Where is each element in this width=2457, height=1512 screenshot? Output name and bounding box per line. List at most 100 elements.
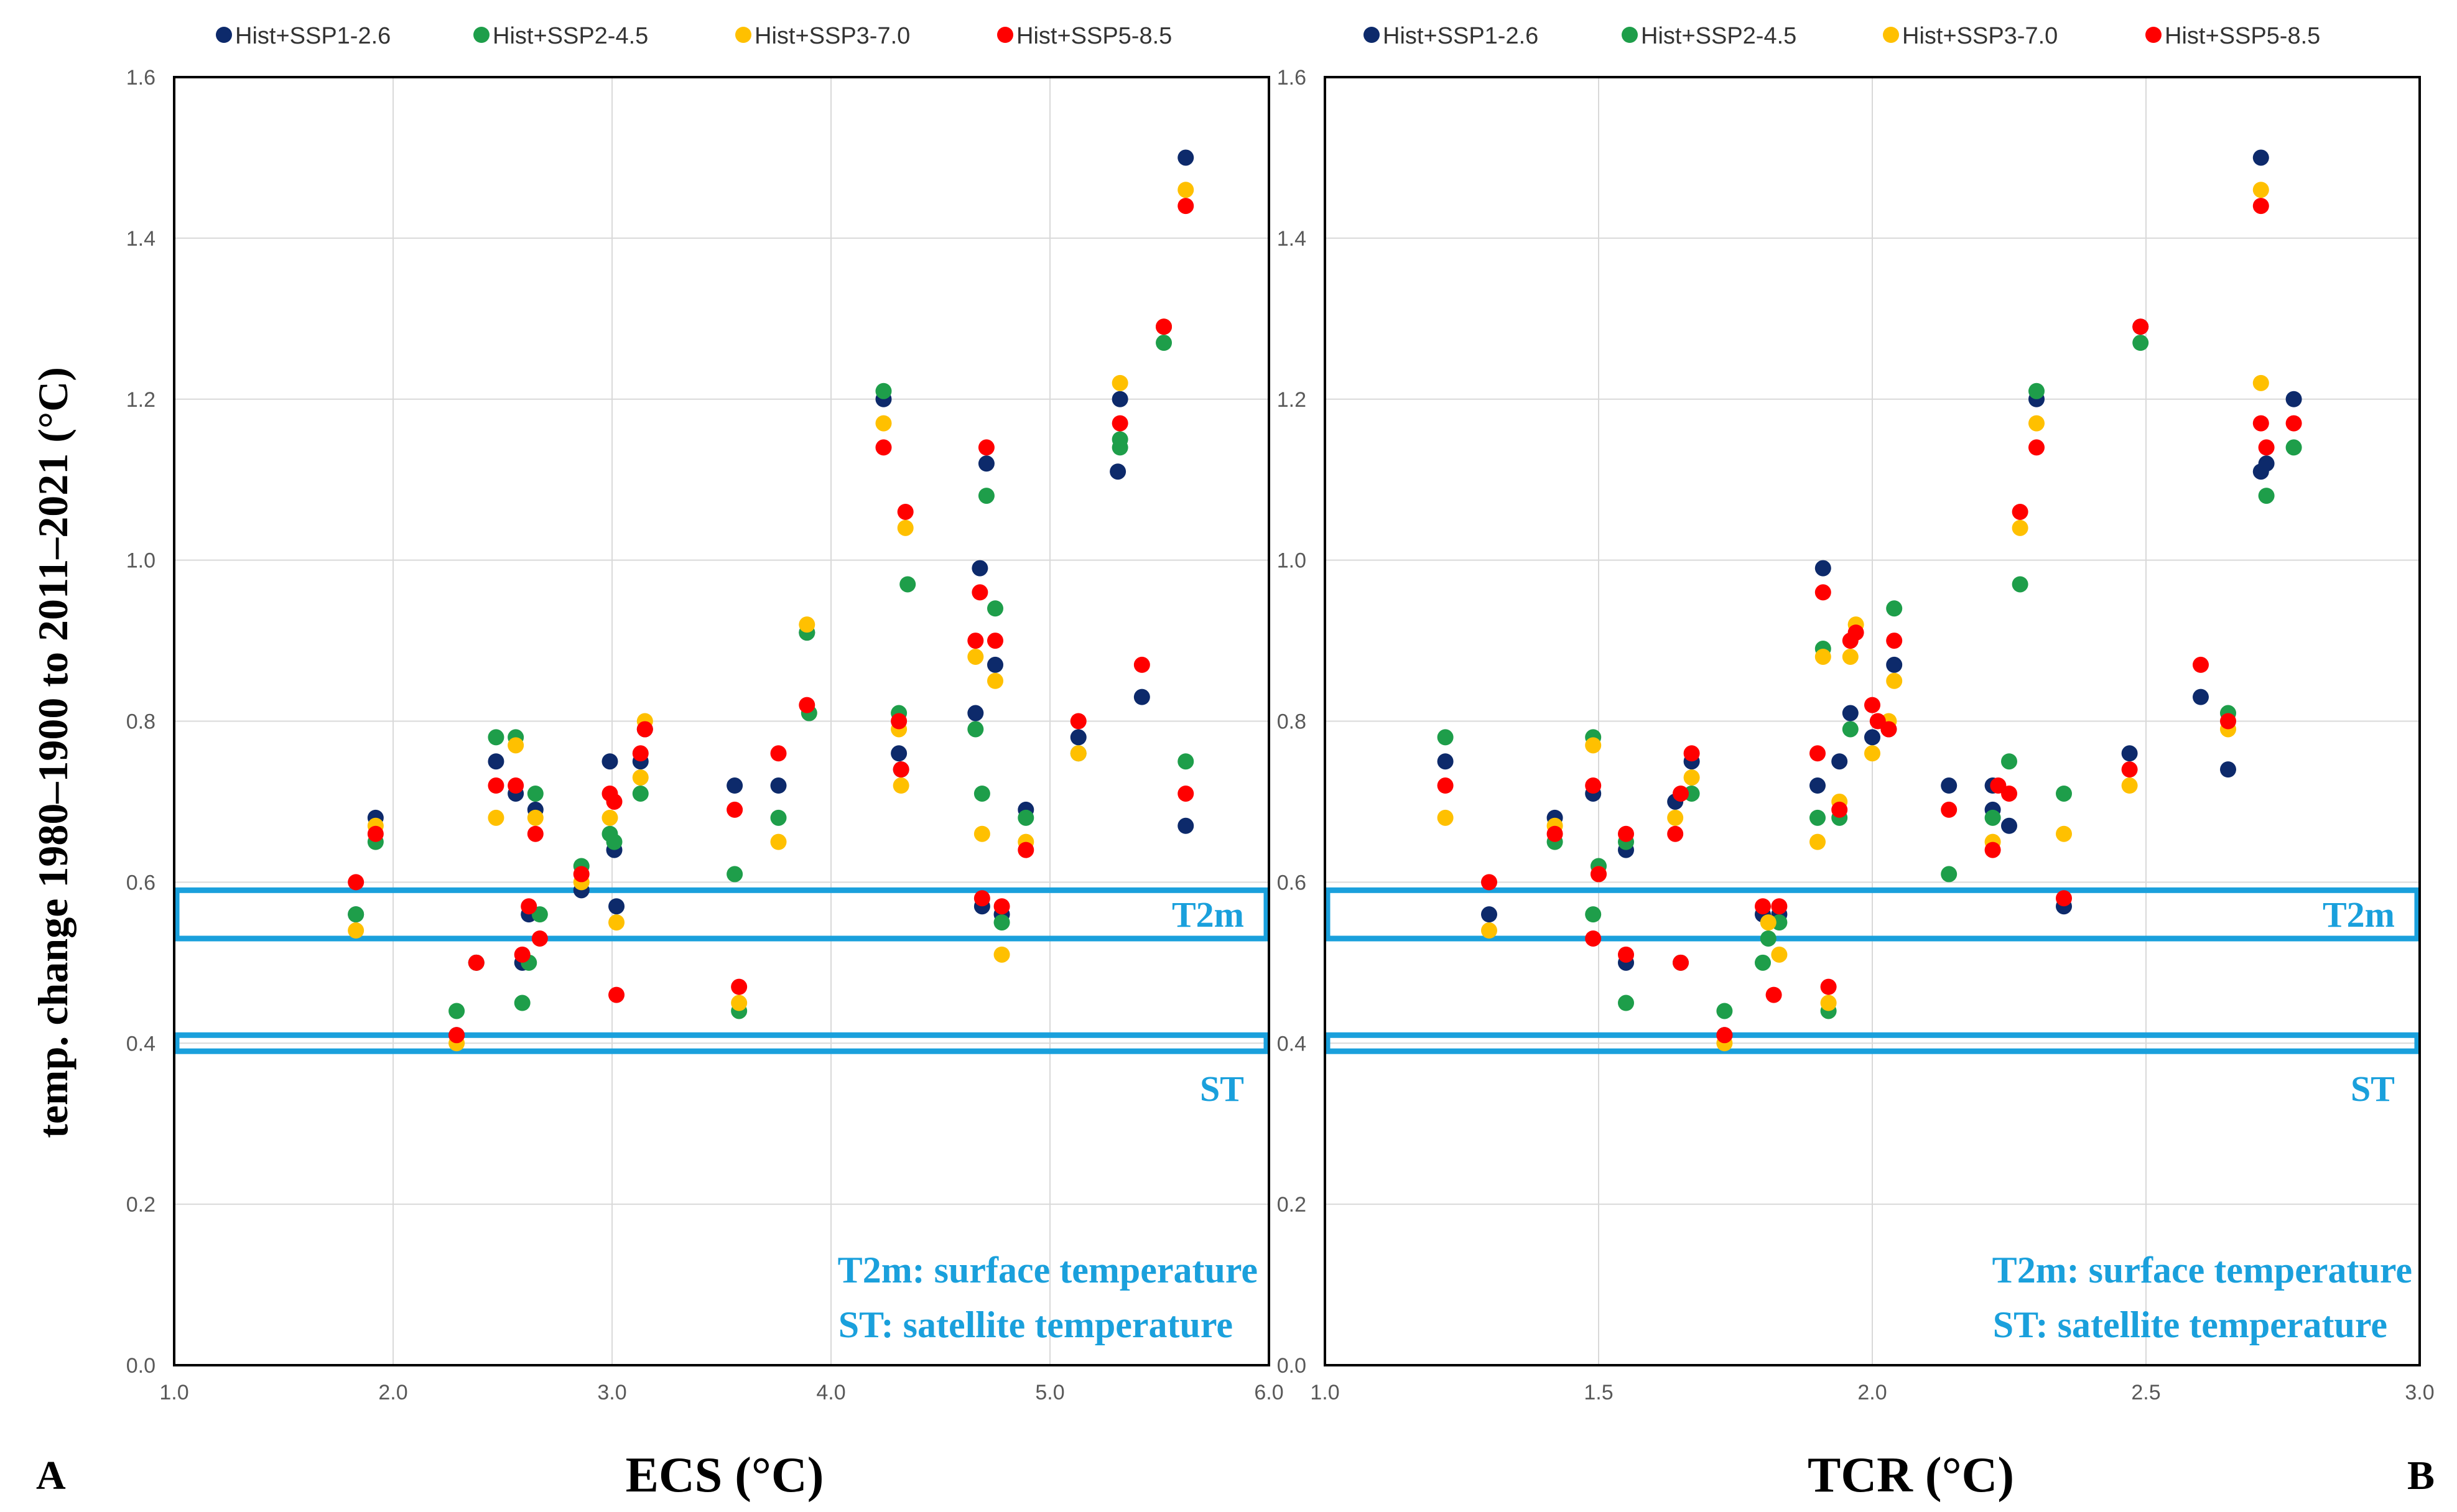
point-ssp585-b bbox=[2252, 415, 2269, 432]
point-ssp585-a bbox=[468, 954, 485, 971]
point-ssp370-a bbox=[893, 777, 909, 794]
point-ssp370-a bbox=[967, 648, 984, 665]
band-layer bbox=[174, 887, 2420, 1054]
point-ssp245-a bbox=[1112, 431, 1128, 448]
y-axis-label: temp. change 1980–1900 to 2011–2021 (°C) bbox=[29, 367, 77, 1138]
point-ssp126-b bbox=[2220, 761, 2236, 778]
point-ssp370-b bbox=[2056, 825, 2072, 842]
point-ssp126-b bbox=[1864, 729, 1880, 746]
point-ssp370-a bbox=[527, 809, 544, 826]
legend-label-ssp126-b: Hist+SSP1-2.6 bbox=[1383, 23, 1538, 49]
point-ssp585-a bbox=[521, 898, 537, 915]
band-label-st-b: ST bbox=[2351, 1069, 2395, 1109]
point-ssp245-a bbox=[899, 576, 916, 593]
panel-letter-b: B bbox=[2407, 1453, 2435, 1498]
point-ssp126-a bbox=[601, 753, 618, 770]
y-tick-label-a: 0.4 bbox=[126, 1032, 156, 1055]
point-ssp126-a bbox=[978, 455, 995, 472]
point-ssp245-a bbox=[1177, 753, 1194, 770]
point-ssp585-b bbox=[2056, 890, 2072, 907]
point-ssp585-b bbox=[1814, 584, 1831, 601]
point-ssp126-b bbox=[2193, 689, 2209, 705]
point-ssp370-a bbox=[770, 833, 787, 850]
band-label-t2m-b: T2m bbox=[2323, 894, 2395, 935]
legend-marker-ssp370-b bbox=[1883, 27, 1899, 43]
point-ssp585-a bbox=[967, 633, 984, 649]
point-ssp585-a bbox=[987, 633, 1003, 649]
point-ssp245-a bbox=[348, 906, 365, 923]
point-ssp370-a bbox=[731, 995, 748, 1011]
point-ssp585-b bbox=[1880, 721, 1897, 738]
y-tick-label-b: 0.2 bbox=[1277, 1193, 1306, 1217]
point-ssp370-a bbox=[1070, 745, 1087, 762]
point-ssp585-b bbox=[1820, 978, 1837, 995]
point-ssp585-b bbox=[1886, 633, 1903, 649]
point-ssp245-b bbox=[1755, 954, 1771, 971]
legend-marker-ssp585 bbox=[997, 27, 1013, 43]
y-tick-label-b: 0.6 bbox=[1277, 871, 1306, 894]
point-ssp370-a bbox=[987, 672, 1003, 689]
point-ssp585-a bbox=[875, 439, 892, 456]
y-tick-label-a: 0.0 bbox=[126, 1354, 156, 1378]
band-label-st-a: ST bbox=[1200, 1069, 1244, 1109]
frame-layer bbox=[173, 76, 2421, 1366]
x-tick-label-a: 2.0 bbox=[378, 1381, 407, 1404]
point-ssp585-a bbox=[1070, 713, 1087, 730]
point-ssp245-a bbox=[770, 809, 787, 826]
panel-letter-a: A bbox=[36, 1453, 66, 1498]
annotation-st-b: ST: satellite temperature bbox=[1993, 1304, 2387, 1345]
point-ssp585-b bbox=[1673, 954, 1689, 971]
point-ssp585-b bbox=[1716, 1027, 1733, 1044]
legend-marker-ssp126-b bbox=[1363, 27, 1380, 43]
point-ssp585-a bbox=[636, 721, 653, 738]
band-t2m-a bbox=[174, 887, 1270, 942]
point-ssp126-a bbox=[1112, 391, 1128, 407]
point-ssp585-a bbox=[508, 777, 524, 794]
point-ssp245-b bbox=[2028, 383, 2045, 399]
point-ssp585-a bbox=[972, 584, 988, 601]
legend-label-ssp126: Hist+SSP1-2.6 bbox=[235, 23, 391, 49]
legend-left: Hist+SSP1-2.6 Hist+SSP2-4.5 Hist+SSP3-7.… bbox=[216, 23, 1172, 49]
point-ssp585-a bbox=[573, 866, 590, 883]
point-ssp370-a bbox=[875, 415, 892, 432]
point-ssp585-b bbox=[1585, 930, 1602, 947]
legend-label-ssp245-b: Hist+SSP2-4.5 bbox=[1641, 23, 1796, 49]
point-ssp245-a bbox=[1018, 809, 1034, 826]
point-ssp585-b bbox=[1546, 825, 1563, 842]
point-ssp370-b bbox=[1437, 809, 1454, 826]
point-ssp585-a bbox=[978, 439, 995, 456]
point-ssp585-b bbox=[1618, 825, 1634, 842]
point-ssp585-b bbox=[2001, 785, 2017, 802]
point-ssp585-a bbox=[527, 825, 544, 842]
legend-label-ssp370: Hist+SSP3-7.0 bbox=[755, 23, 910, 49]
annotation-t2m-b: T2m: surface temperature bbox=[1992, 1250, 2412, 1291]
y-tick-label-a: 1.0 bbox=[126, 549, 156, 573]
point-ssp585-a bbox=[799, 697, 815, 713]
y-tick-label-b: 1.0 bbox=[1277, 549, 1306, 573]
point-ssp370-a bbox=[488, 809, 504, 826]
point-ssp245-a bbox=[875, 383, 892, 399]
y-tick-label-b: 0.8 bbox=[1277, 710, 1306, 734]
point-ssp370-a bbox=[608, 914, 625, 931]
x-tick-label-a: 6.0 bbox=[1254, 1381, 1283, 1404]
point-ssp585-a bbox=[731, 978, 748, 995]
point-ssp245-b bbox=[1941, 866, 1958, 883]
point-ssp585-a bbox=[1018, 842, 1034, 858]
point-ssp126-a bbox=[1110, 463, 1126, 480]
point-ssp370-b bbox=[1842, 648, 1859, 665]
point-ssp126-a bbox=[608, 898, 625, 915]
point-ssp370-b bbox=[2121, 777, 2138, 794]
point-ssp585-b bbox=[1585, 777, 1602, 794]
x-tick-label-a: 3.0 bbox=[597, 1381, 626, 1404]
point-ssp245-b bbox=[1984, 809, 2001, 826]
point-ssp585-b bbox=[2285, 415, 2302, 432]
point-ssp370-a bbox=[601, 809, 618, 826]
point-ssp126-b bbox=[2258, 455, 2275, 472]
point-ssp245-a bbox=[987, 600, 1003, 617]
legend-label-ssp585: Hist+SSP5-8.5 bbox=[1016, 23, 1172, 49]
point-ssp585-b bbox=[1847, 624, 1864, 641]
point-ssp370-a bbox=[632, 769, 649, 786]
y-tick-label-a: 1.2 bbox=[126, 388, 156, 412]
point-ssp585-a bbox=[727, 801, 743, 818]
